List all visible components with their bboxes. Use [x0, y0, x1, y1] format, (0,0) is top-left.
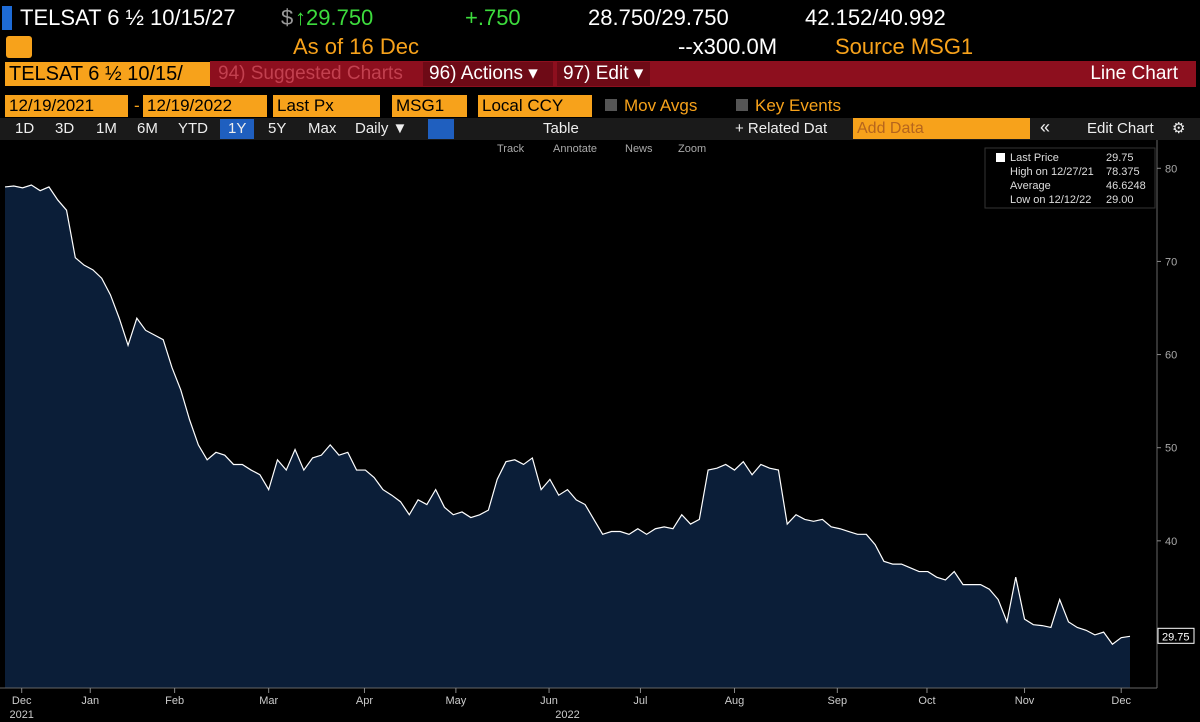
x-tick-label: Aug: [725, 695, 745, 707]
period[interactable]: 6M: [137, 120, 158, 137]
related[interactable]: + Related Dat: [735, 120, 828, 137]
period[interactable]: 3D: [55, 120, 75, 137]
line-icon[interactable]: [428, 119, 454, 139]
suggested[interactable]: 94) Suggested Charts: [218, 63, 403, 84]
start-date[interactable]: 12/19/2021: [5, 95, 128, 117]
legend-swatch: [996, 153, 1005, 162]
price: ↑29.750: [295, 5, 374, 30]
checkbox[interactable]: [736, 99, 748, 111]
tool[interactable]: Annotate: [553, 143, 598, 155]
legend-value: 78.375: [1106, 166, 1140, 178]
checkbox[interactable]: [605, 99, 617, 111]
marker: [2, 6, 12, 30]
x-tick-label: Jun: [540, 695, 558, 707]
bid-ask: 28.750/29.750: [588, 5, 729, 30]
change: +.750: [465, 5, 521, 30]
gear[interactable]: ⚙: [1172, 120, 1186, 137]
x-tick-label: Oct: [918, 695, 935, 707]
chart: 40 50 60 70 80 Dec Jan Feb Mar Apr May Jun Jul Aug Sep…: [0, 140, 1195, 721]
mov-avgs[interactable]: Mov Avgs: [624, 96, 698, 115]
field[interactable]: Last Px: [273, 95, 380, 117]
legend-label: Average: [1010, 180, 1051, 192]
legend-label: High on 12/27/21: [1010, 166, 1094, 178]
icon: [6, 36, 32, 58]
y-tick-label: 80: [1165, 163, 1177, 175]
y-tick-label: 70: [1165, 256, 1177, 268]
period[interactable]: Max: [308, 120, 337, 137]
legend-value: 46.6248: [1106, 180, 1146, 192]
period[interactable]: 5Y: [268, 120, 287, 137]
area: [5, 185, 1130, 688]
y-tick-label: 50: [1165, 443, 1177, 455]
x-tick-label: Feb: [165, 695, 184, 707]
x-tick-label: Sep: [828, 695, 848, 707]
add-data[interactable]: Add Data: [853, 118, 1030, 139]
legend-value: 29.00: [1106, 194, 1134, 206]
period[interactable]: 1D: [15, 120, 35, 137]
legend-box: [984, 147, 1156, 209]
as-of: As of 16 Dec: [293, 34, 419, 59]
table[interactable]: Table: [543, 120, 579, 137]
period[interactable]: 1M: [96, 120, 117, 137]
x-tick-label: Nov: [1015, 695, 1035, 707]
key-events[interactable]: Key Events: [755, 96, 841, 115]
period[interactable]: 1Y: [220, 119, 255, 139]
currency[interactable]: Local CCY: [478, 95, 592, 117]
end-date[interactable]: 12/19/2022: [143, 95, 267, 117]
size: --x300.0M: [678, 34, 778, 59]
year-label: 2021: [9, 709, 33, 721]
y-tick-label: 60: [1165, 350, 1177, 362]
edit-chart[interactable]: Edit Chart: [1087, 120, 1154, 137]
tool[interactable]: Zoom: [678, 143, 707, 155]
period[interactable]: YTD: [178, 120, 208, 137]
last-value-box: [1157, 627, 1195, 644]
tool[interactable]: Track: [497, 143, 525, 155]
legend-label: Last Price: [1010, 152, 1059, 164]
security: TELSAT 6 ½ 10/15/27: [20, 5, 236, 30]
actions[interactable]: 96) Actions ▾: [423, 62, 553, 86]
x-tick-label: May: [445, 695, 466, 707]
last-value-label: 29.75: [1162, 631, 1190, 643]
legend-value: 29.75: [1106, 152, 1134, 164]
price-prefix: $: [281, 5, 294, 30]
price-line: [4, 184, 1131, 646]
x-tick-label: Jan: [81, 695, 99, 707]
source: Source MSG1: [835, 34, 974, 59]
chart-type: Line Chart: [1090, 63, 1178, 84]
toolbar: [210, 61, 1196, 87]
dash: -: [134, 96, 140, 115]
x-tick-label: Dec: [1111, 695, 1131, 707]
frequency[interactable]: Daily ▼: [355, 120, 408, 137]
y-tick-label: 40: [1165, 536, 1177, 548]
x-tick-label: Dec: [12, 695, 32, 707]
x-tick-label: Apr: [356, 695, 373, 707]
x-tick-label: Jul: [633, 695, 647, 707]
x-tick-label: Mar: [259, 695, 278, 707]
security-field[interactable]: TELSAT 6 ½ 10/15/: [5, 62, 210, 86]
tool[interactable]: News: [625, 143, 653, 155]
collapse[interactable]: «: [1040, 117, 1051, 137]
year-label: 2022: [555, 709, 579, 721]
legend-label: Low on 12/12/22: [1010, 194, 1091, 206]
source-field[interactable]: MSG1: [392, 95, 467, 117]
edit[interactable]: 97) Edit ▾: [557, 62, 650, 86]
yields: 42.152/40.992: [805, 5, 946, 30]
